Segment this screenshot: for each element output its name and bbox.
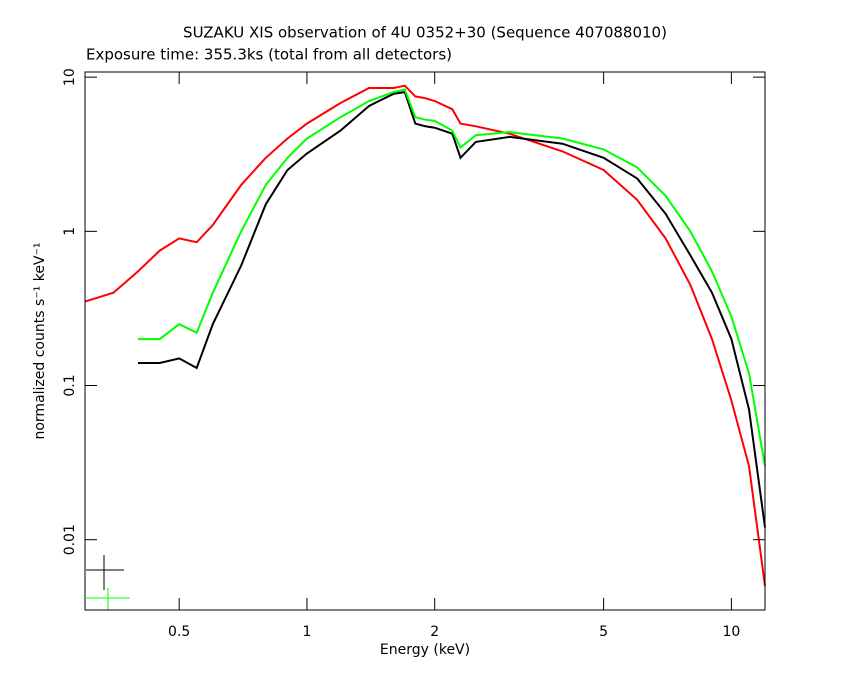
x-tick-label: 0.5 (168, 624, 190, 640)
y-axis-label: normalized counts s⁻¹ keV⁻¹ (32, 242, 48, 439)
y-tick-label: 0.01 (62, 524, 78, 555)
y-tick-label: 1 (62, 227, 78, 236)
spectrum-line (138, 88, 766, 467)
x-tick-label: 1 (302, 624, 311, 640)
y-tick-label: 0.1 (62, 374, 78, 396)
chart-subtitle: Exposure time: 355.3ks (total from all d… (86, 46, 452, 64)
x-tick-label: 5 (599, 624, 608, 640)
x-axis-label: Energy (keV) (380, 642, 470, 658)
spectrum-line (84, 84, 766, 587)
x-tick-label: 2 (430, 624, 439, 640)
error-legend (86, 555, 130, 610)
spectrum-line (138, 90, 766, 528)
chart-title: SUZAKU XIS observation of 4U 0352+30 (Se… (183, 24, 667, 42)
plot-frame (84, 71, 766, 611)
x-tick-label: 10 (722, 624, 740, 640)
y-tick-label: 10 (62, 68, 78, 86)
